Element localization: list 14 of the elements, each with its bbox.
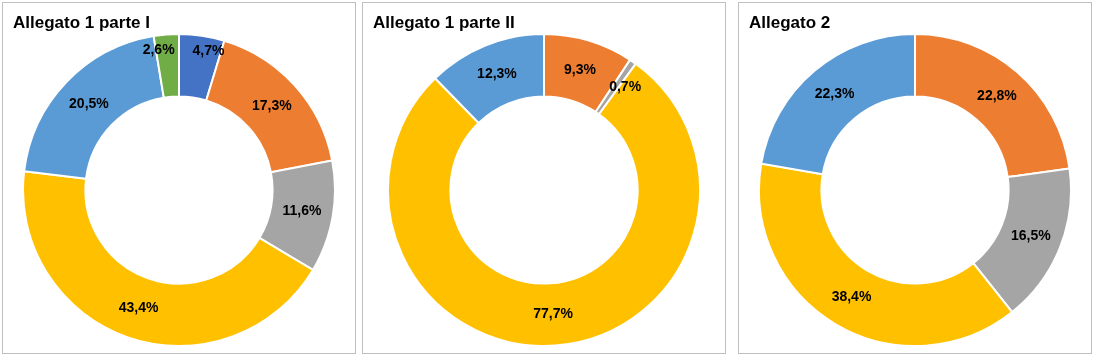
- data-label: 38,4%: [831, 288, 872, 305]
- data-label: 17,3%: [251, 97, 293, 114]
- chart-title: Allegato 1 parte II: [373, 13, 515, 33]
- data-label: 12,3%: [477, 65, 518, 82]
- chart-title: Allegato 2: [749, 13, 831, 33]
- data-label: 9,3%: [563, 61, 597, 78]
- data-label: 11,6%: [282, 202, 322, 219]
- chart-title: Allegato 1 parte I: [13, 13, 150, 33]
- data-label: 77,7%: [533, 305, 574, 322]
- data-label: 22,3%: [814, 85, 855, 102]
- data-label: 20,5%: [69, 94, 110, 111]
- data-label: 22,8%: [977, 86, 1018, 103]
- data-label: 43,4%: [118, 298, 160, 315]
- data-label: 16,5%: [1011, 227, 1052, 244]
